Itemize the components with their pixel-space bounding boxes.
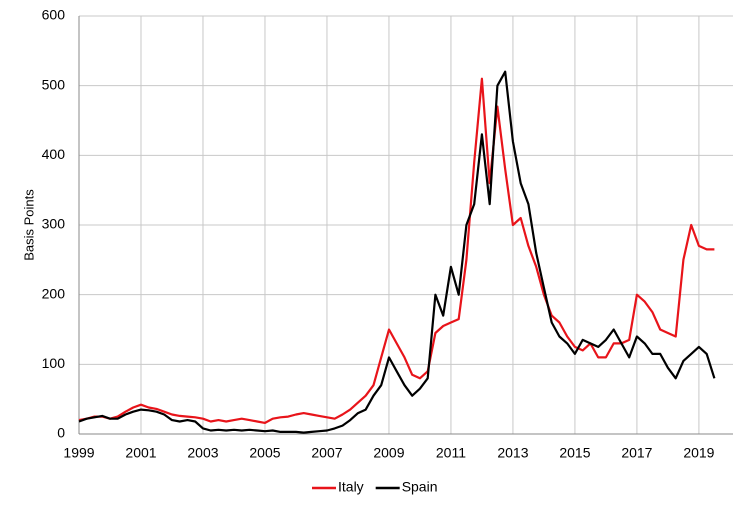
- y-tick-label: 400: [42, 146, 66, 162]
- x-tick-label: 2017: [621, 445, 652, 461]
- x-tick-label: 2001: [125, 445, 156, 461]
- x-tick-label: 2011: [436, 445, 466, 461]
- x-tick-label: 2019: [683, 445, 714, 461]
- legend-label: Italy: [338, 479, 364, 495]
- y-tick-label: 600: [42, 7, 66, 23]
- x-tick-label: 2003: [187, 445, 218, 461]
- x-tick-label: 2009: [373, 445, 404, 461]
- line: [78, 77, 715, 424]
- x-tick-label: 2005: [249, 445, 280, 461]
- x-tick-label: 2015: [559, 445, 590, 461]
- y-tick-label: 300: [42, 216, 66, 232]
- x-tick-label: 2013: [497, 445, 528, 461]
- y-tick-label: 0: [57, 425, 65, 441]
- line: [78, 70, 716, 434]
- y-tick-label: 100: [42, 355, 66, 371]
- y-axis-label: Basis Points: [21, 189, 36, 261]
- y-tick-label: 500: [42, 76, 66, 92]
- legend-label: Spain: [402, 479, 438, 495]
- y-tick-label: 200: [42, 285, 66, 301]
- x-tick-label: 2007: [311, 445, 342, 461]
- x-tick-label: 1999: [63, 445, 94, 461]
